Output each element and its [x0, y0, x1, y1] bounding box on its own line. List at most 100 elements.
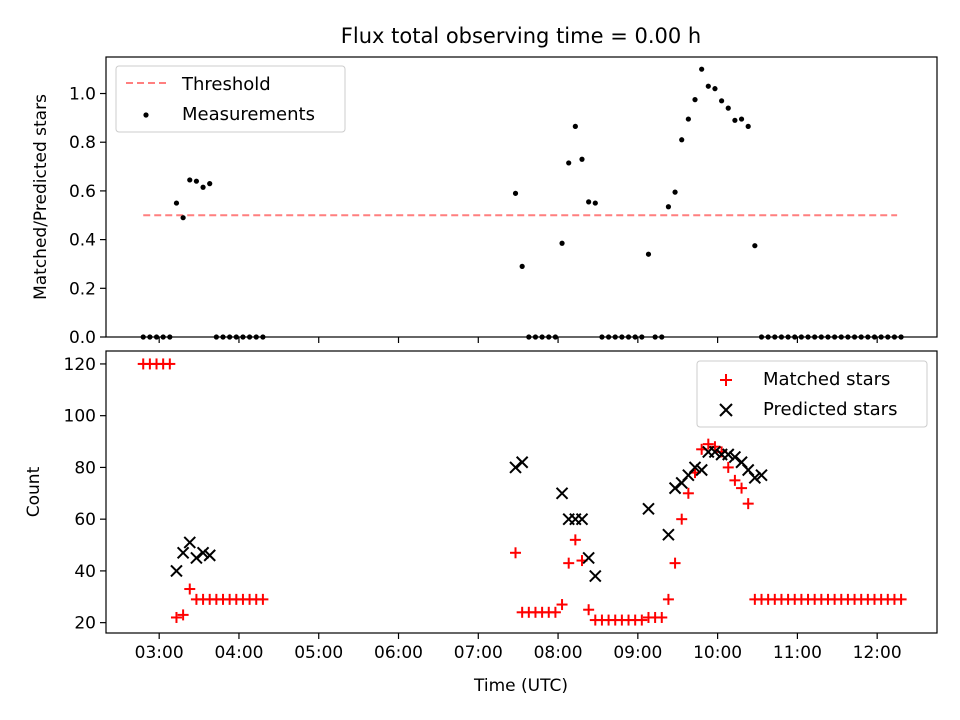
- matched-star-point: [669, 557, 681, 569]
- count-y-tick-label: 40: [74, 562, 96, 582]
- predicted-star-point: [582, 551, 595, 565]
- predicted-star-point: [688, 461, 702, 474]
- matched-star-point: [257, 593, 269, 605]
- measurement-point: [592, 200, 598, 206]
- predicted-star-point: [575, 512, 589, 526]
- chart-title: Flux total observing time = 0.00 h: [341, 24, 701, 48]
- count-y-axis-label: Count: [24, 466, 44, 517]
- predicted-star-point: [515, 456, 529, 469]
- matched-star-point: [722, 461, 734, 473]
- matched-star-point: [656, 611, 668, 623]
- measurement-point: [752, 243, 758, 249]
- matched-star-point: [636, 614, 648, 626]
- measurement-point: [193, 178, 200, 184]
- matched-star-point: [510, 547, 522, 559]
- measurement-point: [200, 184, 206, 190]
- predicted-star-point: [170, 564, 183, 578]
- measurement-point: [712, 86, 718, 92]
- measurement-point: [519, 263, 525, 269]
- count-y-tick-label: 100: [64, 407, 96, 427]
- count-x-ticks: 03:00 04:00 05:00 06:00 07:00 08:00 09:00 10:00…: [135, 633, 902, 663]
- measurement-point: [180, 215, 186, 221]
- measurement-point: [187, 177, 193, 183]
- predicted-star-point: [589, 569, 602, 583]
- x-tick-label: 10:00: [693, 643, 742, 663]
- legend-predicted-swatch: [719, 403, 733, 417]
- predicted-star-point: [755, 468, 768, 482]
- ratio-y-axis-label: Matched/Predicted stars: [31, 94, 51, 300]
- x-tick-label: 03:00: [135, 643, 184, 663]
- count-y-tick-label: 120: [64, 355, 96, 375]
- measurement-point: [692, 97, 698, 103]
- predicted-star-point: [196, 546, 210, 560]
- measurement-point: [512, 190, 519, 196]
- predicted-star-point: [183, 536, 196, 549]
- measurement-point: [579, 156, 585, 162]
- predicted-star-point: [662, 528, 675, 541]
- matched-star-point: [170, 611, 182, 623]
- x-tick-label: 11:00: [773, 643, 822, 663]
- matched-star-point: [736, 482, 748, 494]
- legend-matched-label: Matched stars: [763, 369, 890, 390]
- legend-threshold-label: Threshold: [181, 74, 271, 95]
- measurement-point: [586, 199, 592, 205]
- matched-star-point: [742, 498, 754, 510]
- count-legend-box: [696, 360, 928, 428]
- ratio-y-tick-label: 0.6: [69, 182, 96, 202]
- measurement-point: [679, 137, 685, 143]
- predicted-star-point: [203, 549, 216, 562]
- measurement-point: [685, 116, 691, 122]
- ratio-y-tick-label: 0.4: [69, 231, 96, 251]
- x-tick-label: 09:00: [613, 643, 662, 663]
- measurement-point: [559, 240, 565, 246]
- predicted-star-point: [668, 481, 682, 495]
- legend-predicted-label: Predicted stars: [763, 399, 897, 420]
- measurement-point: [732, 117, 738, 123]
- count-y-ticks: 20 40 60 80 100 120: [64, 355, 106, 634]
- predicted-star-point: [748, 471, 762, 484]
- x-tick-label: 12:00: [853, 643, 902, 663]
- predicted-star-point: [555, 487, 569, 500]
- matched-star-point: [563, 557, 575, 569]
- measurement-point: [672, 189, 678, 195]
- matched-star-point: [177, 609, 189, 621]
- measurement-point: [745, 123, 751, 129]
- matched-star-point: [583, 604, 595, 616]
- ratio-y-tick-label: 0.8: [69, 133, 96, 153]
- predicted-star-point: [695, 463, 708, 477]
- ratio-y-tick-label: 0.2: [69, 279, 96, 299]
- measurement-point: [725, 105, 731, 111]
- matched-star-point: [729, 474, 741, 486]
- measurement-point: [719, 98, 725, 104]
- measurement-point: [645, 251, 652, 257]
- count-plot-frame: [105, 350, 938, 634]
- matched-star-point: [709, 441, 721, 453]
- legend-measurements-label: Measurements: [182, 104, 315, 125]
- ratio-y-ticks: 0.0 0.2 0.4 0.6 0.8 1.0: [69, 85, 106, 348]
- measurement-point: [572, 123, 578, 129]
- matched-star-point: [676, 513, 688, 525]
- x-tick-label: 05:00: [294, 643, 343, 663]
- matched-star-point: [569, 534, 581, 546]
- matched-star-point: [549, 606, 561, 618]
- measurement-point: [566, 160, 572, 166]
- x-tick-label: 08:00: [534, 643, 583, 663]
- matched-star-point: [702, 438, 714, 450]
- ratio-plot-frame: [105, 56, 938, 338]
- matched-star-point: [184, 583, 196, 595]
- predicted-star-point: [728, 450, 742, 464]
- matched-star-point: [662, 593, 674, 605]
- matched-star-point: [895, 593, 907, 605]
- x-tick-label: 04:00: [214, 643, 263, 663]
- count-y-tick-label: 80: [74, 458, 96, 478]
- measurement-point: [207, 181, 213, 187]
- x-axis-label: Time (UTC): [473, 676, 568, 696]
- measurement-point: [738, 116, 745, 122]
- ratio-y-tick-label: 0.0: [69, 328, 96, 348]
- ratio-legend-box: [115, 65, 346, 133]
- count-y-tick-label: 60: [74, 510, 96, 530]
- matched-star-point: [556, 599, 568, 611]
- count-y-tick-label: 20: [74, 614, 96, 634]
- predicted-star-point: [176, 546, 190, 560]
